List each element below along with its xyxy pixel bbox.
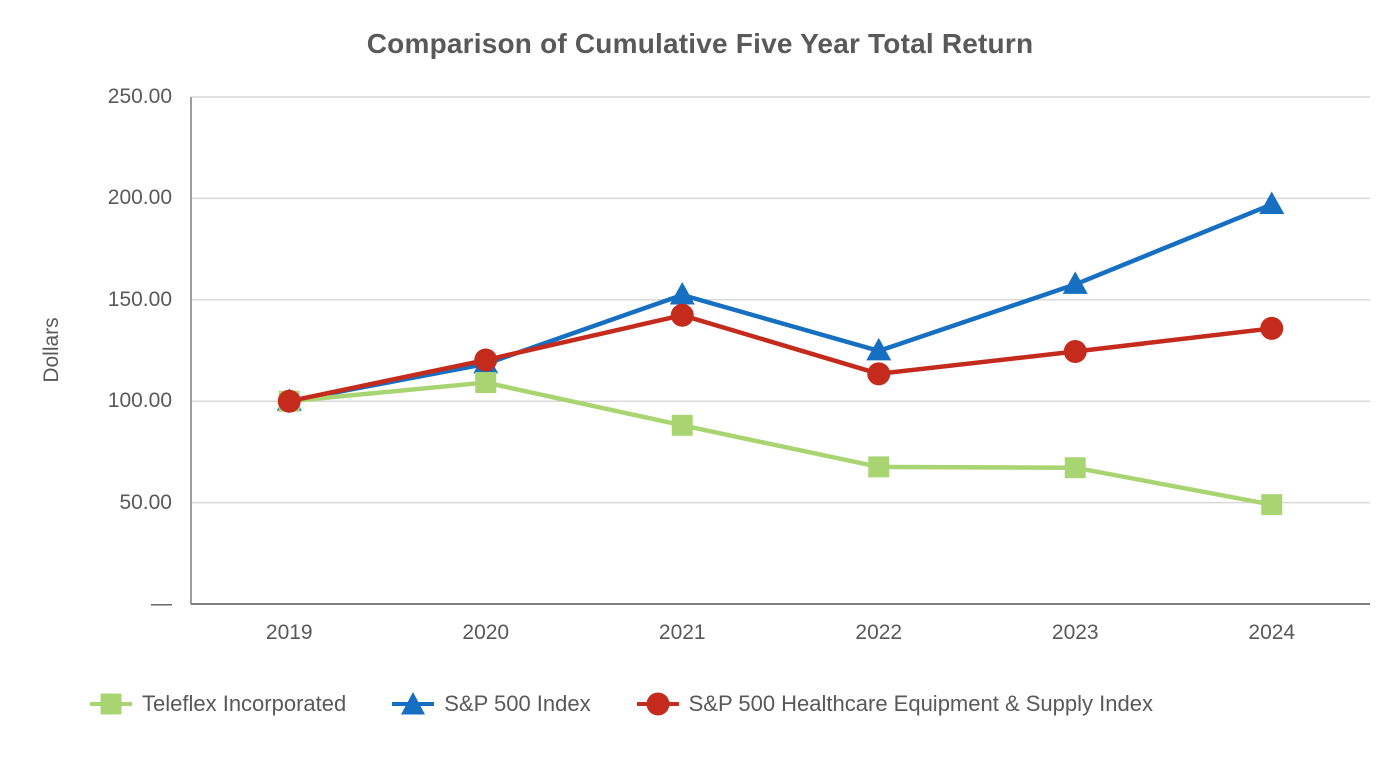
series-line: [289, 380, 1273, 507]
data-point-square: [1261, 494, 1283, 516]
series-line: [288, 202, 1273, 404]
legend-marker-glyph: [636, 692, 679, 716]
y-tick-label: 50.00: [119, 490, 172, 514]
data-point-triangle: [669, 281, 695, 305]
legend-item-sp500-healthcare: S&P 500 Healthcare Equipment & Supply In…: [635, 688, 1153, 720]
y-tick-label: —: [151, 592, 172, 615]
legend-label: S&P 500 Index: [444, 691, 591, 716]
data-point-square: [671, 414, 693, 436]
legend-marker-triangle-icon: [390, 688, 436, 720]
data-point-circle: [277, 389, 301, 413]
data-point-square: [1064, 457, 1086, 479]
legend-marker-glyph: [90, 693, 132, 715]
data-point-circle: [1260, 316, 1284, 340]
legend: Teleflex Incorporated S&P 500 Index S&P …: [88, 684, 1153, 724]
data-point-square: [868, 456, 890, 478]
legend-item-teleflex: Teleflex Incorporated: [88, 688, 346, 720]
y-tick-label: 150.00: [107, 287, 172, 311]
data-point-circle: [867, 362, 891, 386]
data-point-circle: [670, 303, 694, 327]
y-tick-label: 100.00: [107, 389, 172, 413]
legend-label: Teleflex Incorporated: [142, 691, 347, 716]
x-tick-label: 2019: [265, 621, 313, 644]
x-tick-label: 2023: [1051, 621, 1099, 644]
legend-item-sp500: S&P 500 Index: [390, 688, 591, 720]
legend-marker-circle-icon: [635, 688, 681, 720]
legend-label: S&P 500 Healthcare Equipment & Supply In…: [688, 691, 1153, 716]
y-tick-label: 200.00: [107, 186, 172, 210]
y-tick-label: 250.00: [107, 85, 172, 108]
data-point-circle: [474, 348, 498, 372]
data-point-circle: [1063, 340, 1087, 364]
data-point-square: [475, 372, 497, 394]
data-point-triangle: [1259, 191, 1285, 214]
x-tick-label: 2022: [855, 621, 903, 644]
legend-marker-square-icon: [88, 688, 134, 720]
x-tick-label: 2021: [658, 621, 706, 644]
x-tick-label: 2024: [1248, 621, 1296, 644]
x-tick-label: 2020: [462, 621, 510, 644]
data-point-triangle: [1062, 271, 1088, 294]
chart-title: Comparison of Cumulative Five Year Total…: [366, 28, 1034, 59]
series-line: [288, 312, 1273, 404]
legend-marker-glyph: [392, 692, 435, 715]
data-point-triangle: [866, 337, 892, 361]
